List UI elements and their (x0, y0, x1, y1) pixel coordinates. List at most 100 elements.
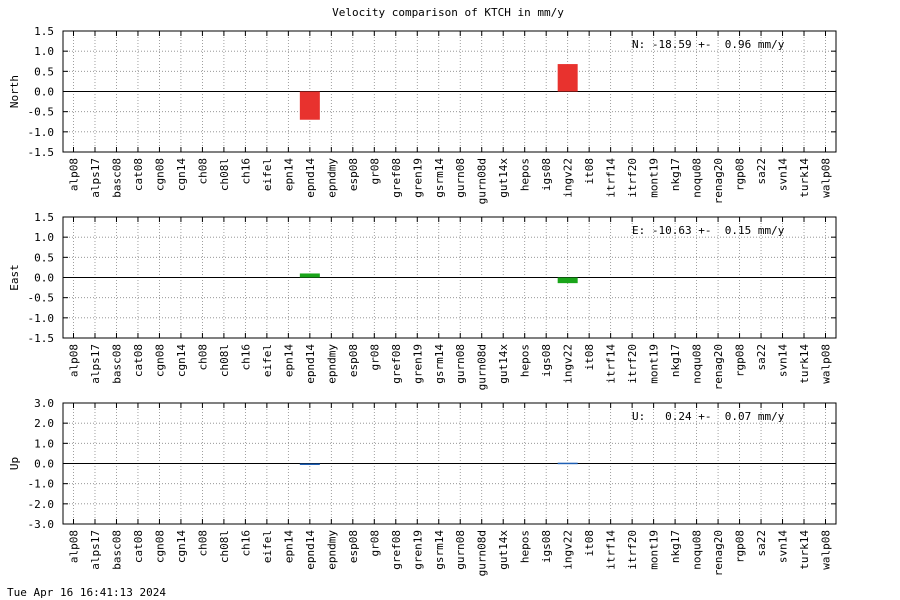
x-tick-label: rgp08 (734, 344, 747, 377)
x-tick-label: gurn08 (454, 530, 467, 570)
x-tick-label: gren19 (411, 530, 424, 570)
x-tick-label: it08 (583, 344, 596, 371)
x-tick-label: gren19 (411, 158, 424, 198)
bar-ingv22 (557, 462, 578, 465)
x-tick-label: eifel (261, 530, 274, 563)
x-tick-label: gref08 (390, 158, 403, 198)
x-tick-label: walp08 (820, 344, 833, 384)
x-tick-label: rgp08 (734, 158, 747, 191)
x-tick-label: mont19 (648, 530, 661, 570)
x-tick-label: epnd14 (304, 158, 317, 198)
x-tick-label: itrf14 (605, 344, 618, 384)
bar-epnd14 (299, 273, 320, 278)
x-tick-label: gut14x (497, 158, 510, 198)
x-tick-label: itrf20 (626, 344, 639, 384)
x-tick-label: alp08 (68, 530, 81, 563)
x-tick-label: gurn08d (476, 158, 489, 204)
x-tick-label: renag20 (712, 530, 725, 576)
x-tick-label: cgn08 (153, 530, 166, 563)
x-tick-label: gut14x (497, 344, 510, 384)
x-tick-label: ch16 (239, 530, 252, 557)
y-tick-label: 1.0 (34, 231, 54, 244)
y-tick-label: -0.5 (28, 106, 55, 119)
x-tick-label: alps17 (89, 530, 102, 570)
bar-epnd14 (299, 91, 320, 120)
x-tick-label: itrf20 (626, 158, 639, 198)
x-tick-label: cat08 (132, 344, 145, 377)
x-tick-label: sa22 (755, 344, 768, 371)
x-tick-label: igs08 (540, 530, 553, 563)
x-tick-label: ch08 (196, 530, 209, 557)
y-tick-label: -1.5 (28, 146, 55, 159)
x-tick-label: ch08l (218, 344, 231, 377)
x-tick-label: alps17 (89, 158, 102, 198)
x-tick-label: renag20 (712, 344, 725, 390)
panel-up: alp08 alps17 basc08 cat08 cgn08 cgn14 ch08 ch08… (8, 397, 837, 576)
y-tick-label: -1.5 (28, 332, 55, 345)
x-tick-label: itrf20 (626, 530, 639, 570)
y-tick-label: 0.5 (34, 65, 54, 78)
y-tick-label: 2.0 (34, 417, 54, 430)
x-tick-label: noqu08 (691, 344, 704, 384)
x-tick-label: gsrm14 (433, 530, 446, 570)
x-tick-label: ch08l (218, 530, 231, 563)
x-tick-label: noqu08 (691, 158, 704, 198)
timestamp-footer: Tue Apr 16 16:41:13 2024 (7, 586, 166, 599)
x-tick-label: gurn08 (454, 158, 467, 198)
x-tick-label: rgp08 (734, 530, 747, 563)
x-tick-label: epn14 (282, 530, 295, 563)
panel-east: alp08 alps17 basc08 cat08 cgn08 cgn14 ch08 ch08… (8, 211, 837, 390)
x-tick-label: epnd14 (304, 530, 317, 570)
y-tick-label: 1.5 (34, 211, 54, 224)
x-tick-label: walp08 (820, 530, 833, 570)
x-tick-label: mont19 (648, 158, 661, 198)
x-tick-label: svn14 (777, 158, 790, 191)
y-tick-label: 0.0 (34, 86, 54, 99)
x-tick-label: nkg17 (669, 344, 682, 377)
y-tick-label: 0.0 (34, 272, 54, 285)
x-tick-label: gr08 (368, 530, 381, 557)
x-tick-label: hepos (519, 158, 532, 191)
plot-frame (62, 30, 837, 153)
x-tick-label: gren19 (411, 344, 424, 384)
x-tick-label: turk14 (798, 344, 811, 384)
x-tick-label: basc08 (110, 530, 123, 570)
x-tick-label: gref08 (390, 530, 403, 570)
x-tick-label: eifel (261, 158, 274, 191)
y-tick-label: -0.5 (28, 292, 55, 305)
y-tick-label: -2.0 (28, 498, 55, 511)
x-tick-label: eifel (261, 344, 274, 377)
x-tick-label: gr08 (368, 158, 381, 185)
x-tick-label: alps17 (89, 344, 102, 384)
x-tick-label: ch16 (239, 344, 252, 371)
x-tick-label: ingv22 (562, 344, 575, 384)
y-tick-label: 1.0 (34, 437, 54, 450)
x-tick-label: gsrm14 (433, 158, 446, 198)
y-tick-label: -1.0 (28, 478, 55, 491)
velocity-annotation: U: 0.24 +- 0.07 mm/y (632, 410, 785, 423)
x-tick-label: itrf14 (605, 530, 618, 570)
x-tick-label: cat08 (132, 158, 145, 191)
chart-title: Velocity comparison of KTCH in mm/y (332, 6, 564, 19)
bar-epnd14 (299, 463, 320, 465)
x-tick-label: epnd14 (304, 344, 317, 384)
y-axis-label: East (8, 264, 21, 291)
x-tick-label: cgn14 (175, 530, 188, 563)
x-tick-label: alp08 (68, 158, 81, 191)
y-axis-label: Up (8, 457, 21, 470)
y-tick-label: -1.0 (28, 312, 55, 325)
x-tick-label: igs08 (540, 344, 553, 377)
panel-north: alp08 alps17 basc08 cat08 cgn08 cgn14 ch08 ch08… (8, 25, 837, 204)
x-tick-label: ingv22 (562, 530, 575, 570)
x-tick-label: esp08 (347, 530, 360, 563)
x-tick-label: renag20 (712, 158, 725, 204)
y-tick-label: 0.5 (34, 251, 54, 264)
x-tick-label: ch08l (218, 158, 231, 191)
y-tick-label: 0.0 (34, 458, 54, 471)
x-tick-label: it08 (583, 158, 596, 185)
x-tick-label: epndmy (325, 158, 338, 198)
y-tick-label: 1.5 (34, 25, 54, 38)
x-tick-label: ch08 (196, 344, 209, 371)
x-tick-label: ch08 (196, 158, 209, 185)
